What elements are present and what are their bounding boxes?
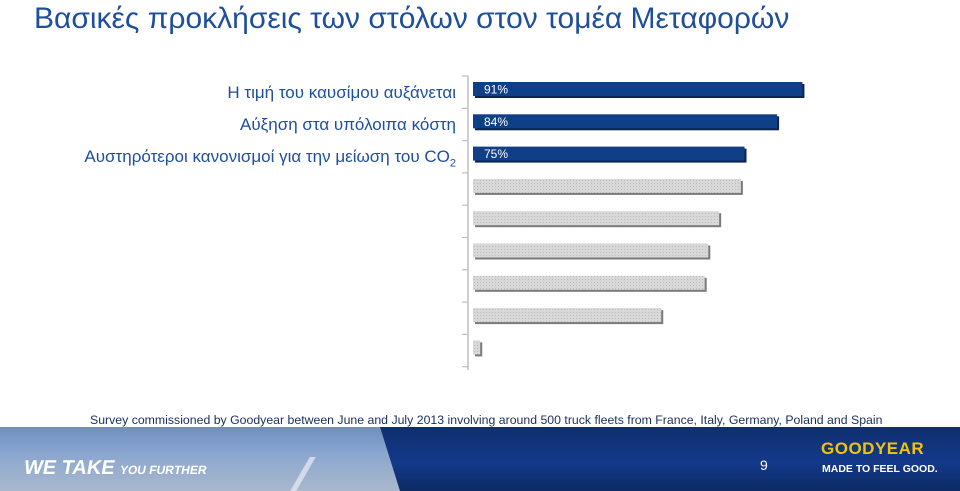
bar-label-2: 84% — [484, 115, 508, 129]
footer-banner: WE TAKE YOU FURTHER 9 GOODYEAR MADE TO F… — [0, 427, 960, 491]
category-label-co2-text: Αυστηρότεροι κανονισμοί για την μείωση τ… — [84, 147, 450, 166]
bar-6 — [473, 243, 709, 258]
bar-5 — [473, 211, 720, 226]
bar-label-1: 91% — [484, 83, 508, 97]
category-label-other-costs: Αύξηση στα υπόλοιπα κόστη — [240, 115, 456, 134]
source-note: Survey commissioned by Goodyear between … — [90, 413, 883, 427]
slide-title: Βασικές προκλήσεις των στόλων στον τομέα… — [34, 2, 790, 35]
bar-3 — [473, 146, 745, 161]
bar-chart: 91% 84% 75% — [462, 75, 805, 370]
bar-7 — [473, 275, 705, 290]
bar-8 — [473, 308, 662, 323]
bars-group: 91% 84% 75% — [473, 82, 805, 357]
bar-4 — [473, 178, 741, 193]
bar-2 — [473, 114, 778, 129]
category-label-co2-subscript: 2 — [449, 157, 456, 170]
bar-9 — [473, 340, 481, 355]
road-image — [0, 427, 400, 491]
tagline-main: WE TAKE — [22, 457, 123, 479]
tagline-sub: YOU FURTHER — [118, 463, 208, 477]
category-label-co2: Αυστηρότεροι κανονισμοί για την μείωση τ… — [84, 147, 456, 169]
page-number: 9 — [760, 457, 768, 473]
category-label-fuel: Η τιμή του καυσίμου αυξάνεται — [227, 83, 456, 102]
bar-1 — [473, 82, 803, 96]
goodyear-logo: GOODYEAR — [821, 439, 925, 458]
tagline: WE TAKE YOU FURTHER — [22, 457, 209, 480]
bar-label-3: 75% — [484, 147, 508, 161]
brand-tagline: MADE TO FEEL GOOD. — [822, 463, 938, 475]
